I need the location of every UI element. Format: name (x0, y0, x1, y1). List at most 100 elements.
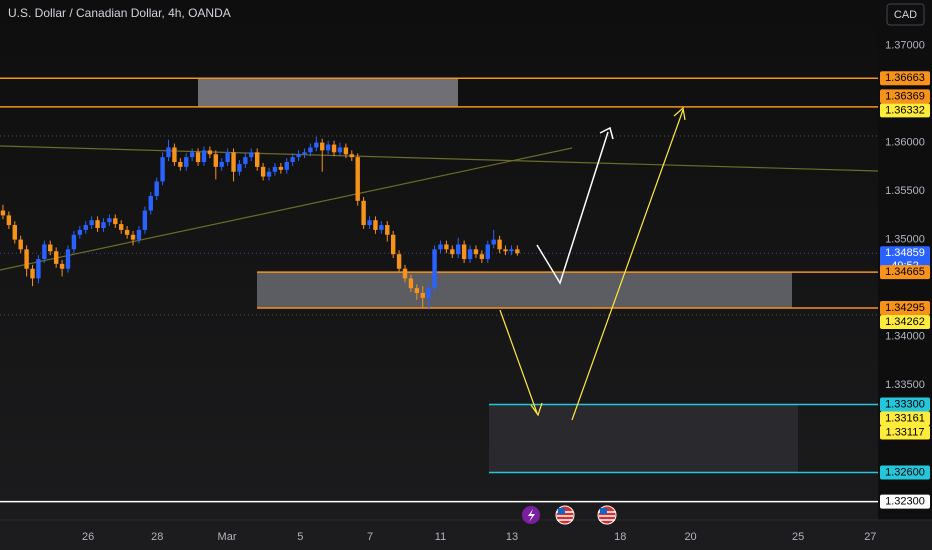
x-tick-label: 13 (506, 531, 518, 543)
candle-body (325, 144, 331, 151)
candle-body (36, 259, 41, 279)
candle-body (113, 218, 118, 225)
candle-body (89, 220, 94, 226)
candle-body (136, 229, 142, 240)
candle-body (390, 234, 396, 255)
candle-body (160, 157, 165, 182)
candle-body (272, 166, 278, 172)
x-tick-label: 27 (864, 531, 876, 543)
candle-body (237, 163, 242, 172)
candle-body (438, 244, 443, 250)
price-badge (880, 397, 930, 412)
zone (257, 272, 792, 309)
candle-body (343, 147, 349, 155)
candle-body (83, 225, 88, 230)
arrow-head (530, 402, 543, 417)
candle-body (509, 249, 514, 252)
candle-body (124, 229, 130, 235)
candle-body (195, 152, 201, 163)
candle-body (278, 166, 284, 170)
candle-body (379, 225, 384, 230)
candle-body (296, 154, 301, 158)
candle-body (485, 244, 490, 260)
candle-body (497, 239, 502, 250)
candle-body (432, 249, 437, 289)
x-tick-label: 5 (297, 531, 303, 543)
price-badge (880, 425, 930, 440)
candle-body (142, 210, 148, 230)
candle-body (408, 278, 414, 289)
candle-body (101, 222, 106, 228)
y-tick-label: 1.37000 (885, 40, 925, 52)
price-badge-label: 1.32300 (885, 495, 925, 507)
projection-arrow (536, 131, 609, 285)
candle-body (361, 200, 366, 226)
candle-body (284, 162, 289, 170)
price-badge-label: 1.34295 (885, 302, 925, 314)
candle-body (367, 220, 372, 226)
candle-body (213, 154, 219, 167)
candle-body (231, 152, 236, 172)
candle-body (225, 152, 230, 163)
candle-body (385, 225, 390, 235)
price-badge (880, 103, 930, 118)
trend-line (0, 147, 573, 271)
candle-body (243, 157, 248, 164)
candle-body (71, 234, 77, 250)
price-badge (880, 465, 930, 480)
candle-body (249, 152, 254, 158)
price-badge (880, 315, 930, 330)
candle-body (461, 244, 467, 260)
x-tick-label: 25 (792, 531, 804, 543)
candle-body (0, 210, 6, 216)
y-tick-label: 1.35000 (885, 234, 925, 246)
candle-body (355, 157, 360, 201)
price-badge-label: 1.34665 (885, 266, 925, 278)
zone (198, 78, 458, 107)
candle-body (456, 244, 461, 255)
candle-body (396, 254, 402, 269)
price-badge-label: 1.33161 (885, 412, 925, 424)
candle-body (130, 234, 136, 240)
candle-body (320, 142, 325, 151)
price-badge (880, 265, 930, 280)
candle-body (201, 150, 207, 163)
x-tick-label: 26 (82, 531, 94, 543)
currency-button-label[interactable]: CAD (894, 9, 917, 21)
candle-body (207, 150, 213, 155)
currency-button[interactable] (886, 3, 925, 26)
candle-body (53, 251, 59, 264)
candle-body (260, 166, 266, 177)
arrow-head (599, 126, 614, 140)
candle-body (148, 195, 153, 211)
candle-body (290, 157, 295, 163)
candle-body (172, 147, 177, 163)
price-badge (880, 301, 930, 316)
projection-arrow (499, 309, 538, 414)
lightning (528, 509, 535, 522)
candle-body (479, 254, 485, 260)
candle-body (473, 249, 479, 255)
candle-body (166, 147, 171, 158)
flag-canton (558, 508, 565, 514)
candle-body (107, 218, 112, 223)
y-tick-label: 1.36000 (885, 137, 925, 149)
candle-body (18, 239, 23, 250)
candle-body (337, 147, 343, 153)
x-tick-label: 7 (367, 531, 373, 543)
candle-body (302, 152, 307, 155)
candle-body (42, 244, 47, 260)
price-badge (880, 494, 930, 509)
candle-body (314, 142, 319, 148)
candle-body (154, 181, 159, 196)
x-tick-label: 18 (614, 531, 626, 543)
candle-body (266, 171, 272, 177)
candle-body (414, 288, 420, 293)
candle-body (178, 162, 183, 167)
drawings-back (0, 77, 878, 503)
candle-body (254, 152, 260, 167)
price-badge-label: 1.36663 (885, 72, 925, 84)
y-tick-label: 1.35500 (885, 185, 925, 197)
candle-body (420, 292, 425, 298)
